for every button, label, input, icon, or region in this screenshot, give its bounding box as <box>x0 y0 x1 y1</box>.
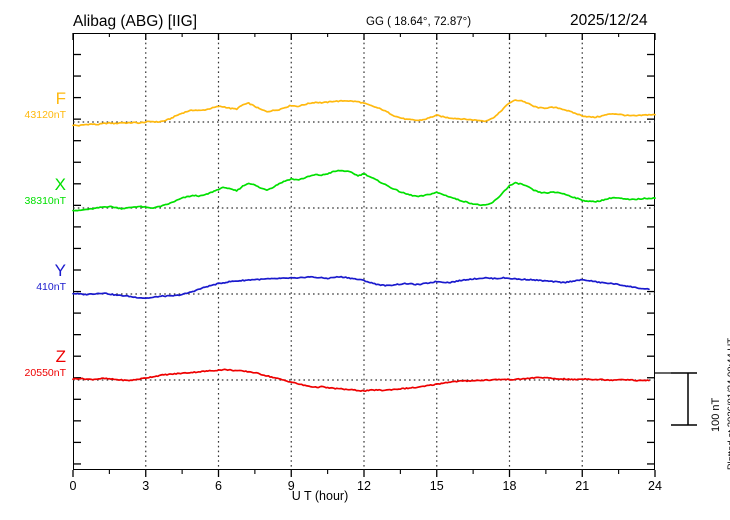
x-tick-label: 15 <box>429 479 444 493</box>
station-title: Alibag (ABG) [IIG] <box>73 13 198 30</box>
component-label-y: Y 410nT <box>0 261 66 293</box>
component-label-x: X 38310nT <box>0 175 66 207</box>
x-tick-label: 21 <box>575 479 590 493</box>
scale-bar-label: 100 nT <box>710 397 722 432</box>
component-letter-z: Z <box>55 347 66 366</box>
observation-date: 2025/12/24 <box>570 12 648 29</box>
x-tick-label: 24 <box>648 479 662 493</box>
component-letter-x: X <box>54 175 66 194</box>
geographic-coordinates: GG ( 18.64°, 72.87°) <box>366 16 472 28</box>
component-baseline-f: 43120nT <box>24 109 66 121</box>
x-tick-label: 0 <box>69 479 77 493</box>
x-axis-label: U T (hour) <box>291 489 349 503</box>
component-label-f: F 43120nT <box>0 89 66 121</box>
component-baseline-x: 38310nT <box>24 195 66 207</box>
x-tick-label: 12 <box>357 479 371 493</box>
x-tick-label: 9 <box>287 479 295 493</box>
x-tick-label: 3 <box>142 479 150 493</box>
component-letter-y: Y <box>54 261 66 280</box>
plotted-timestamp: Plotted at 2026/01/24 00:44 UT <box>726 337 730 470</box>
component-baseline-z: 20550nT <box>24 367 66 379</box>
x-tick-label: 18 <box>502 479 517 493</box>
component-letter-f: F <box>55 89 66 108</box>
x-tick-label: 6 <box>215 479 222 493</box>
component-label-z: Z 20550nT <box>0 347 66 379</box>
component-baseline-y: 410nT <box>36 281 66 293</box>
